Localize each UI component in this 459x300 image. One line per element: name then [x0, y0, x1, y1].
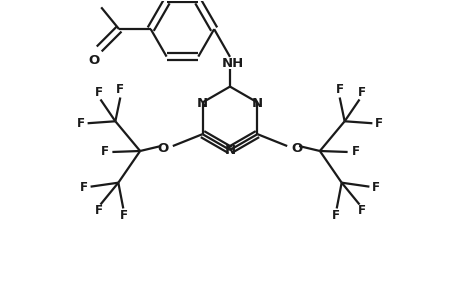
Text: F: F: [335, 83, 343, 96]
Text: F: F: [120, 209, 128, 222]
Text: O: O: [89, 54, 100, 67]
Text: F: F: [116, 83, 124, 96]
Text: N: N: [196, 97, 207, 110]
Text: F: F: [94, 86, 102, 99]
Text: F: F: [371, 181, 380, 194]
Text: F: F: [357, 204, 365, 217]
Text: N: N: [252, 97, 263, 110]
Text: F: F: [94, 204, 102, 217]
Text: F: F: [375, 117, 382, 130]
Text: O: O: [291, 142, 302, 154]
Text: N: N: [224, 145, 235, 158]
Text: F: F: [351, 146, 359, 158]
Text: F: F: [77, 117, 84, 130]
Text: F: F: [100, 146, 108, 158]
Text: NH: NH: [221, 57, 244, 70]
Text: F: F: [79, 181, 88, 194]
Text: F: F: [357, 86, 365, 99]
Text: O: O: [157, 142, 168, 154]
Text: F: F: [331, 209, 339, 222]
